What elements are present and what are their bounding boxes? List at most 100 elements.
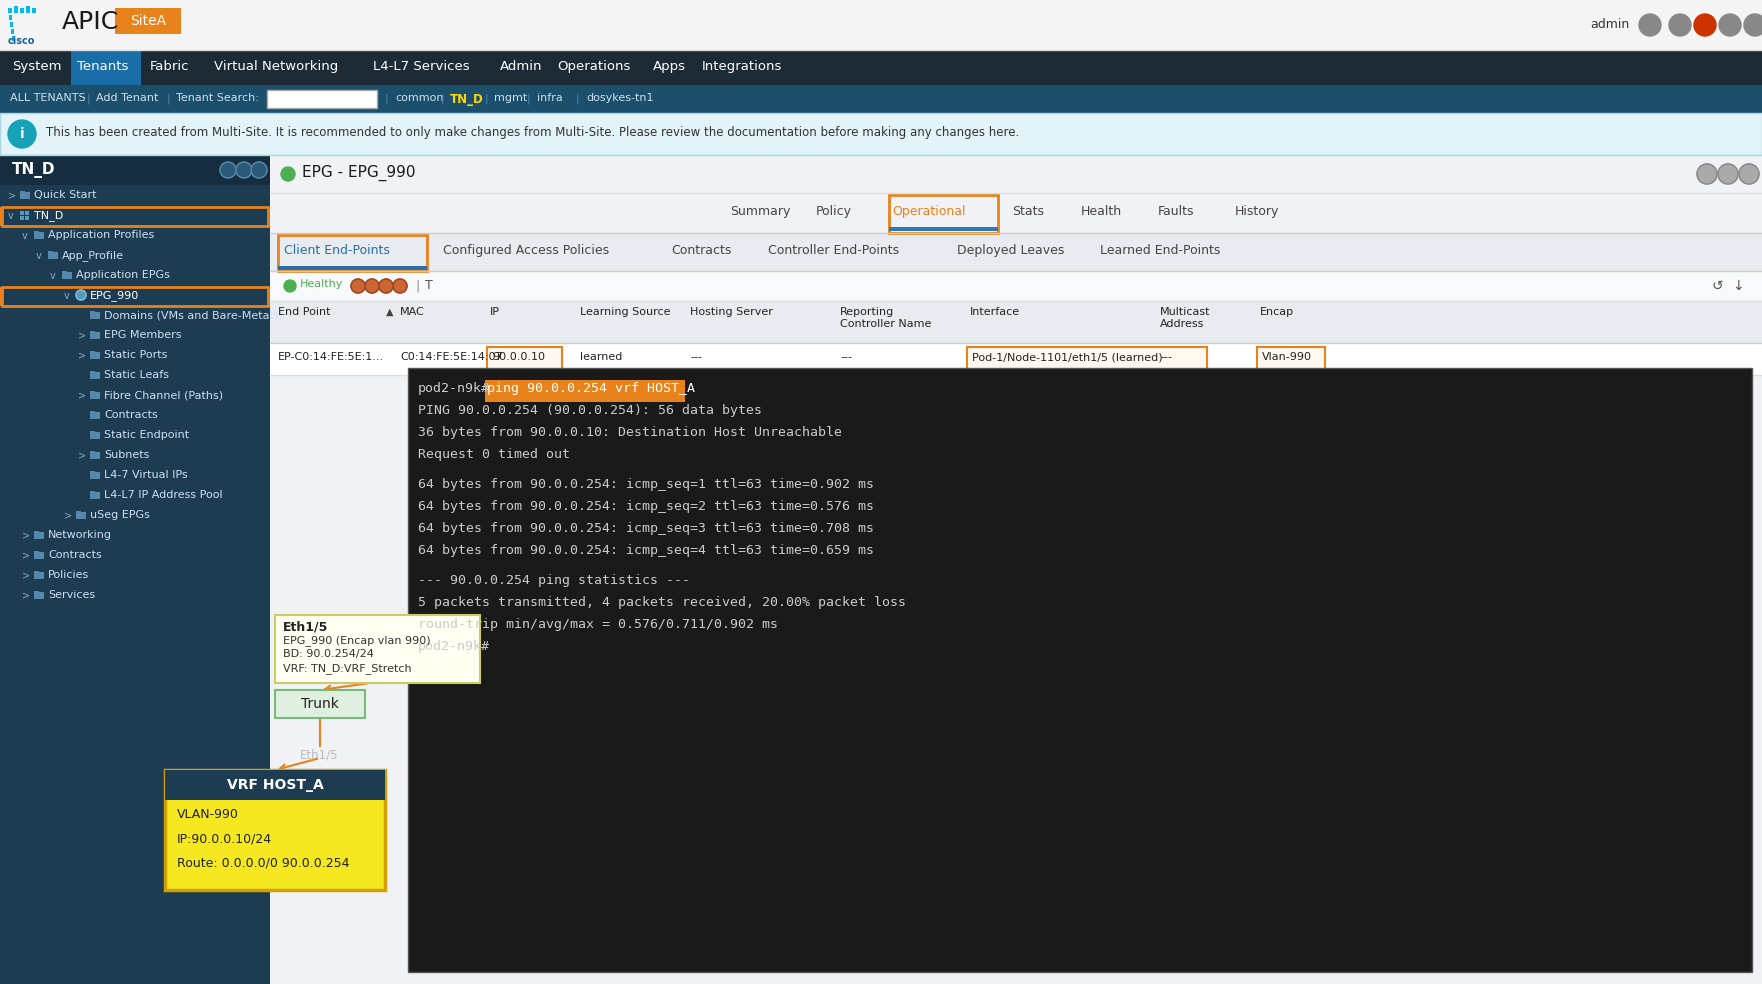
Bar	[19, 216, 25, 220]
Circle shape	[9, 120, 35, 148]
Bar	[0, 287, 4, 306]
Text: TN_D: TN_D	[451, 93, 485, 106]
Text: VRF HOST_A: VRF HOST_A	[227, 778, 324, 792]
Text: Route: 0.0.0.0/0 90.0.0.254: Route: 0.0.0.0/0 90.0.0.254	[176, 856, 349, 869]
Bar	[33, 531, 39, 534]
Bar	[33, 591, 39, 594]
Text: dosykes-tn1: dosykes-tn1	[587, 93, 654, 103]
Text: v: v	[9, 211, 14, 221]
Bar	[90, 312, 100, 319]
Bar	[12, 36, 16, 41]
Bar	[90, 351, 95, 354]
Text: ---: ---	[1159, 352, 1172, 362]
Bar	[166, 770, 386, 800]
Text: --- 90.0.0.254 ping statistics ---: --- 90.0.0.254 ping statistics ---	[418, 574, 691, 587]
Text: T: T	[425, 279, 433, 292]
Text: Controller End-Points: Controller End-Points	[768, 244, 899, 257]
Circle shape	[365, 279, 379, 293]
Bar	[9, 15, 12, 20]
Bar	[270, 155, 1762, 193]
Bar	[19, 8, 25, 13]
Text: 36 bytes from 90.0.0.10: Destination Host Unreachable: 36 bytes from 90.0.0.10: Destination Hos…	[418, 426, 842, 439]
Text: uSeg EPGs: uSeg EPGs	[90, 510, 150, 520]
Text: ↓: ↓	[1732, 279, 1744, 293]
Circle shape	[1718, 164, 1737, 184]
Text: Learned End-Points: Learned End-Points	[1101, 244, 1221, 257]
Text: |: |	[386, 93, 389, 103]
Bar	[270, 271, 1762, 301]
Bar	[2, 207, 268, 226]
Bar	[0, 155, 270, 185]
Text: learned: learned	[580, 352, 622, 362]
Bar	[9, 8, 11, 13]
Text: Networking: Networking	[48, 530, 113, 540]
Text: 90.0.0.10: 90.0.0.10	[492, 352, 544, 362]
Circle shape	[393, 279, 407, 293]
Circle shape	[220, 162, 236, 178]
Bar	[33, 571, 39, 574]
Text: Pod-1/Node-1101/eth1/5 (learned): Pod-1/Node-1101/eth1/5 (learned)	[973, 352, 1163, 362]
Bar	[0, 207, 4, 226]
Bar	[9, 8, 12, 13]
Bar	[90, 392, 100, 399]
Text: >: >	[78, 391, 86, 401]
Text: EPG_990 (Encap vlan 990): EPG_990 (Encap vlan 990)	[284, 635, 430, 646]
Bar	[0, 113, 1762, 155]
Text: IP: IP	[490, 307, 500, 317]
Text: Virtual Networking: Virtual Networking	[215, 60, 338, 73]
Text: Request 0 timed out: Request 0 timed out	[418, 448, 569, 461]
Bar	[90, 452, 100, 459]
Text: Eth1/5: Eth1/5	[300, 748, 338, 761]
Bar	[33, 551, 39, 554]
Text: Static Endpoint: Static Endpoint	[104, 430, 189, 440]
Circle shape	[1693, 14, 1716, 36]
Circle shape	[1669, 14, 1692, 36]
Bar	[90, 492, 100, 499]
Bar	[33, 232, 44, 239]
Bar	[33, 592, 44, 599]
Text: L4-L7 IP Address Pool: L4-L7 IP Address Pool	[104, 490, 222, 500]
Text: SiteA: SiteA	[130, 14, 166, 28]
Text: Deployed Leaves: Deployed Leaves	[957, 244, 1064, 257]
Bar	[90, 352, 100, 359]
Text: ---: ---	[691, 352, 701, 362]
Text: 64 bytes from 90.0.0.254: icmp_seq=3 ttl=63 time=0.708 ms: 64 bytes from 90.0.0.254: icmp_seq=3 ttl…	[418, 522, 874, 535]
Bar	[270, 233, 1762, 271]
Text: L4-7 Virtual IPs: L4-7 Virtual IPs	[104, 470, 187, 480]
Bar	[11, 22, 12, 27]
Circle shape	[76, 290, 86, 300]
Bar	[275, 690, 365, 718]
Text: 5 packets transmitted, 4 packets received, 20.00% packet loss: 5 packets transmitted, 4 packets receive…	[418, 596, 906, 609]
Circle shape	[1720, 14, 1741, 36]
Text: Operational: Operational	[893, 205, 966, 218]
Text: Vlan-990: Vlan-990	[1262, 352, 1313, 362]
Bar	[19, 192, 30, 199]
Text: Apps: Apps	[652, 60, 685, 73]
Text: Faults: Faults	[1158, 205, 1195, 218]
Text: VRF: TN_D:VRF_Stretch: VRF: TN_D:VRF_Stretch	[284, 663, 412, 674]
Text: Learning Source: Learning Source	[580, 307, 671, 317]
Text: Services: Services	[48, 590, 95, 600]
Text: Trunk: Trunk	[301, 697, 338, 711]
Text: EPG - EPG_990: EPG - EPG_990	[301, 165, 416, 181]
Text: |: |	[86, 93, 90, 103]
Bar	[270, 301, 1762, 343]
Bar	[90, 411, 95, 414]
Text: common: common	[395, 93, 444, 103]
Text: Reporting: Reporting	[840, 307, 895, 317]
Text: C0:14:FE:5E:14:07: C0:14:FE:5E:14:07	[400, 352, 502, 362]
Text: >: >	[21, 591, 30, 601]
Text: admin: admin	[1589, 18, 1630, 31]
Text: >: >	[21, 571, 30, 581]
Bar	[25, 216, 28, 220]
Text: ALL TENANTS: ALL TENANTS	[11, 93, 86, 103]
Bar	[278, 235, 426, 271]
Text: |: |	[416, 279, 419, 292]
Bar	[2, 287, 268, 306]
Bar	[62, 272, 72, 279]
Circle shape	[1639, 14, 1662, 36]
Bar	[0, 113, 1762, 155]
Text: ---: ---	[840, 352, 853, 362]
Text: ping 90.0.0.254 vrf HOST_A: ping 90.0.0.254 vrf HOST_A	[486, 382, 694, 395]
Bar	[19, 191, 25, 194]
